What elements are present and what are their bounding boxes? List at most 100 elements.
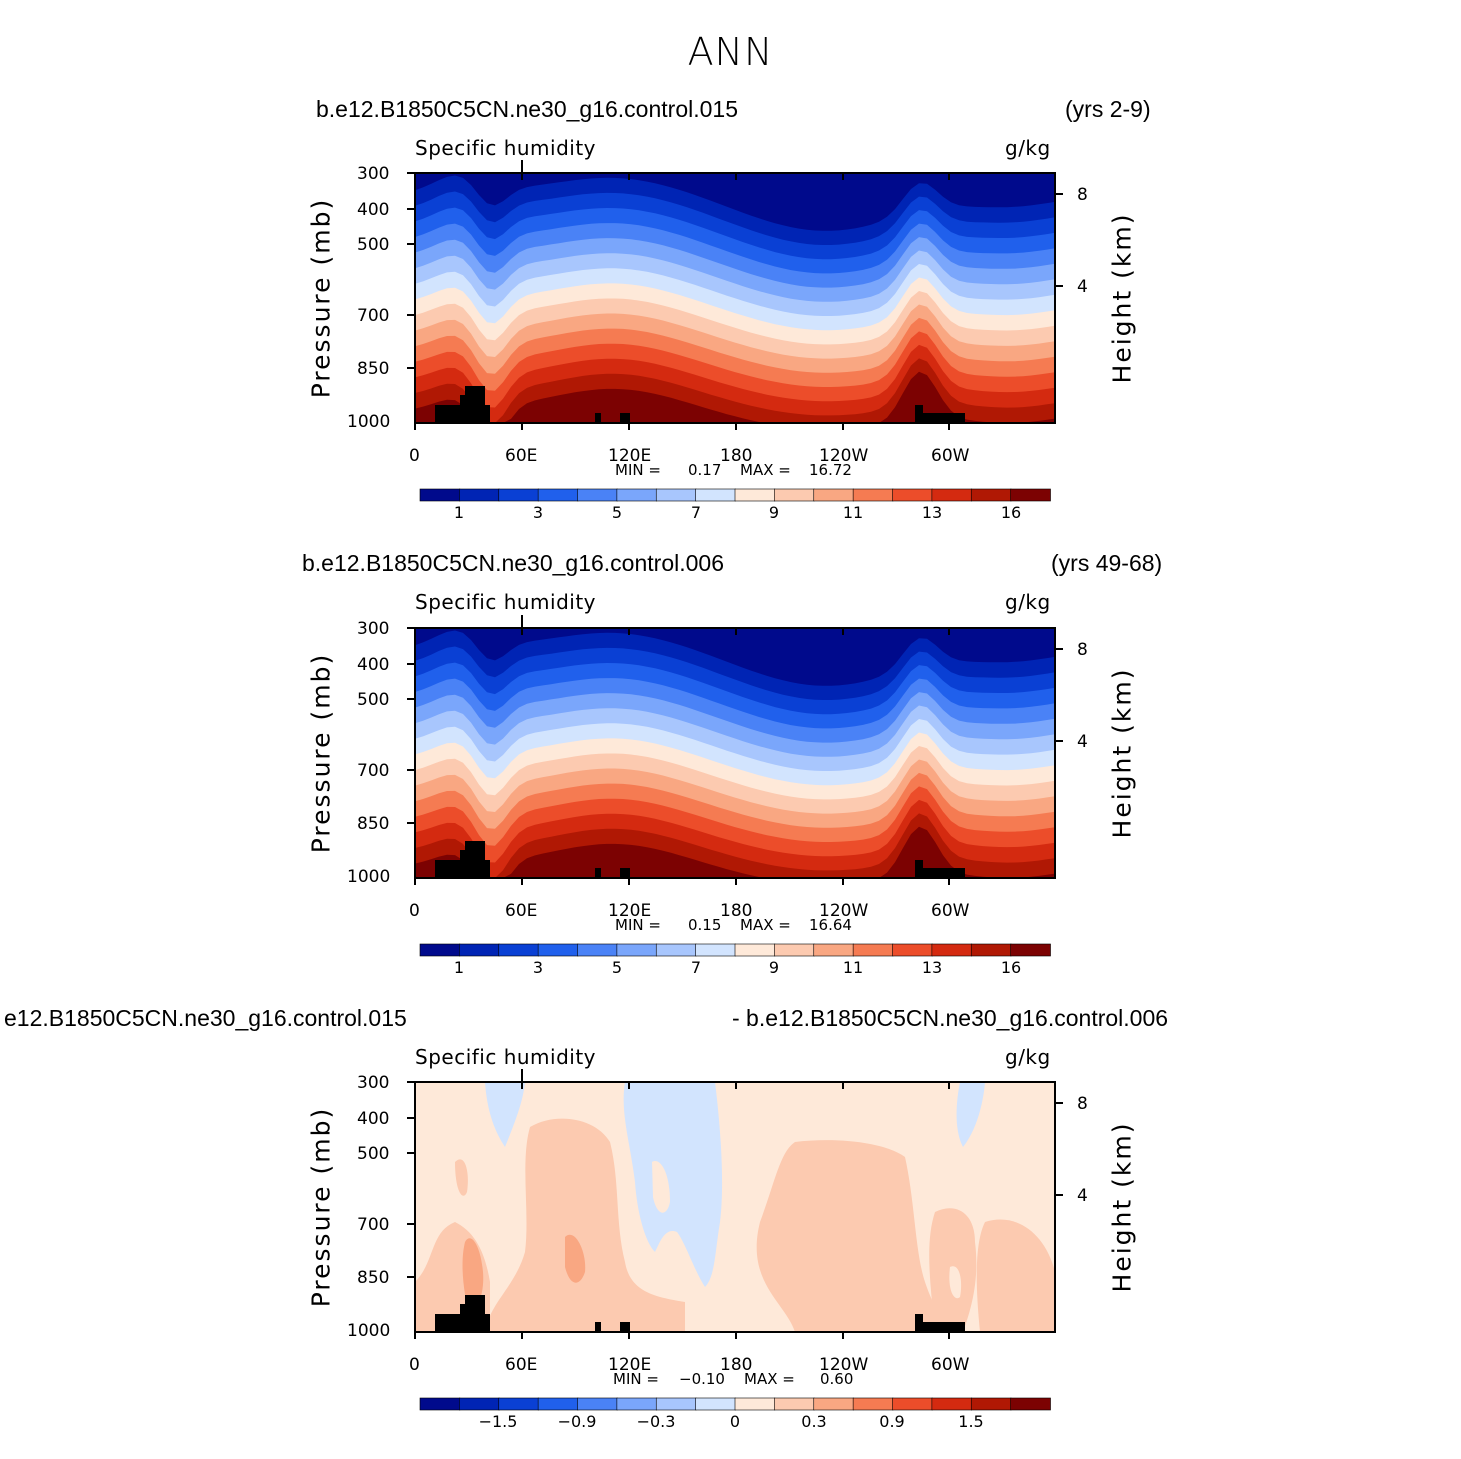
ytick-700: 700 bbox=[357, 761, 390, 781]
colorbar-swatch bbox=[537, 488, 579, 502]
y2-axis-title: Height (km) bbox=[1107, 212, 1137, 384]
ytick-300: 300 bbox=[357, 1073, 390, 1093]
y2tick-8: 8 bbox=[1077, 185, 1088, 205]
cb-tick: 3 bbox=[532, 503, 544, 522]
topography-mask bbox=[435, 1295, 965, 1332]
colorbar-swatch bbox=[774, 943, 815, 957]
colorbar-swatch bbox=[655, 488, 697, 502]
colorbar-swatch bbox=[695, 943, 736, 957]
xtick-120w: 120W bbox=[819, 1355, 869, 1375]
axes-3 bbox=[407, 1069, 1063, 1339]
colorbar-swatch bbox=[498, 488, 539, 502]
colorbar-swatch bbox=[537, 943, 579, 957]
cb-tick: 9 bbox=[768, 958, 780, 977]
cb-tick: −1.5 bbox=[478, 1412, 518, 1431]
ytick-1000: 1000 bbox=[347, 1321, 391, 1341]
cb-tick: 0 bbox=[729, 1412, 741, 1431]
y2tick-8: 8 bbox=[1077, 1094, 1088, 1114]
diff-region-negative bbox=[485, 1082, 985, 1287]
colorbar-swatch bbox=[852, 1397, 894, 1411]
colorbar-swatch bbox=[892, 1397, 933, 1411]
cb-tick: 0.3 bbox=[801, 1412, 827, 1431]
humidity-plot-2 bbox=[414, 627, 1056, 879]
ytick-850: 850 bbox=[357, 359, 390, 379]
colorbar-swatch bbox=[774, 488, 815, 502]
cb-tick: 13 bbox=[921, 503, 943, 522]
cb-tick: 16 bbox=[1000, 958, 1022, 977]
units-label: g/kg bbox=[1005, 1045, 1051, 1069]
colorbar-swatch bbox=[734, 1397, 776, 1411]
xtick-120e: 120E bbox=[608, 901, 652, 921]
topography-mask bbox=[435, 386, 965, 423]
cb-tick: 7 bbox=[690, 503, 702, 522]
colorbar-swatch bbox=[419, 1397, 461, 1411]
xtick-60w: 60W bbox=[931, 901, 970, 921]
case-label: e12.B1850C5CN.ne30_g16.control.015 bbox=[4, 1005, 407, 1031]
colorbar-swatch bbox=[695, 1397, 736, 1411]
cb-tick: 1.5 bbox=[958, 1412, 984, 1431]
ytick-1000: 1000 bbox=[347, 412, 391, 432]
ytick-400: 400 bbox=[357, 1109, 390, 1129]
xtick-0: 0 bbox=[409, 1355, 420, 1375]
ytick-850: 850 bbox=[357, 1268, 390, 1288]
ytick-1000: 1000 bbox=[347, 867, 391, 887]
cb-tick: 1 bbox=[453, 958, 465, 977]
colorbar-swatch bbox=[616, 488, 658, 502]
min-label: MIN = bbox=[613, 1370, 659, 1388]
y2-axis-title: Height (km) bbox=[1107, 1121, 1137, 1293]
max-value: 0.60 bbox=[820, 1370, 854, 1388]
colorbar-swatch bbox=[616, 943, 658, 957]
case-label: b.e12.B1850C5CN.ne30_g16.control.015 bbox=[316, 96, 738, 122]
years-label: (yrs 49-68) bbox=[1051, 550, 1163, 576]
colorbar-swatch bbox=[734, 488, 776, 502]
colorbar-swatch bbox=[774, 1397, 815, 1411]
max-label: MAX = bbox=[740, 461, 791, 479]
colorbar-swatch bbox=[892, 943, 933, 957]
contour-band bbox=[415, 628, 1055, 686]
cb-tick: 9 bbox=[768, 503, 780, 522]
colorbar-swatch bbox=[852, 943, 894, 957]
xtick-60e: 60E bbox=[505, 446, 538, 466]
xtick-120w: 120W bbox=[819, 901, 869, 921]
ytick-400: 400 bbox=[357, 655, 390, 675]
axes-1 bbox=[407, 160, 1063, 430]
colorbar-swatch bbox=[498, 1397, 539, 1411]
xtick-180: 180 bbox=[720, 1355, 753, 1375]
y-axis-title: Pressure (mb) bbox=[306, 652, 336, 854]
colorbar-swatch bbox=[419, 488, 461, 502]
colorbar-swatch bbox=[537, 1397, 579, 1411]
colorbar-swatch bbox=[852, 488, 894, 502]
max-value: 16.64 bbox=[809, 916, 852, 934]
colorbar-swatch bbox=[931, 1397, 973, 1411]
cb-tick: 13 bbox=[921, 958, 943, 977]
min-value: 0.15 bbox=[688, 916, 722, 934]
max-label: MAX = bbox=[740, 916, 791, 934]
units-label: g/kg bbox=[1005, 136, 1051, 160]
ytick-300: 300 bbox=[357, 619, 390, 639]
colorbar-swatch bbox=[970, 488, 1012, 502]
colorbar-swatch bbox=[1010, 488, 1051, 502]
xtick-60w: 60W bbox=[931, 1355, 970, 1375]
colorbar-swatch bbox=[892, 488, 933, 502]
min-value: 0.17 bbox=[688, 461, 722, 479]
humidity-plot-1 bbox=[414, 172, 1056, 424]
colorbar-swatch bbox=[1010, 1397, 1051, 1411]
cb-tick: −0.3 bbox=[636, 1412, 676, 1431]
y2-axis-title: Height (km) bbox=[1107, 667, 1137, 839]
colorbar-swatch bbox=[459, 1397, 500, 1411]
xtick-60w: 60W bbox=[931, 446, 970, 466]
colorbar-swatch bbox=[931, 943, 973, 957]
y-axis-title: Pressure (mb) bbox=[306, 197, 336, 399]
plot-title: Specific humidity bbox=[415, 590, 597, 614]
years-label: (yrs 2-9) bbox=[1065, 96, 1151, 122]
axes-2 bbox=[407, 615, 1063, 885]
y2tick-4: 4 bbox=[1077, 732, 1088, 752]
colorbar-swatch bbox=[498, 943, 539, 957]
ytick-500: 500 bbox=[357, 690, 390, 710]
cb-tick: 7 bbox=[690, 958, 702, 977]
difference-plot bbox=[414, 1081, 1056, 1333]
cb-tick: 16 bbox=[1000, 503, 1022, 522]
ytick-700: 700 bbox=[357, 306, 390, 326]
topography-mask bbox=[435, 841, 965, 878]
colorbar-swatch bbox=[970, 1397, 1012, 1411]
